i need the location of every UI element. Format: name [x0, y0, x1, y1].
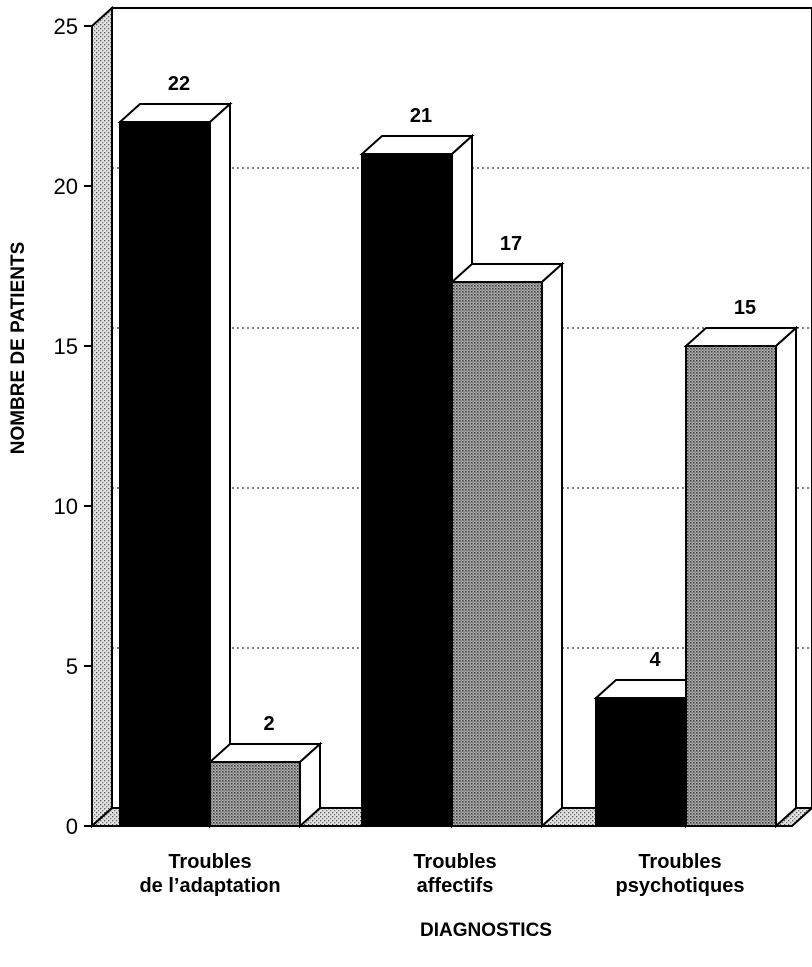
bar-side: [541, 261, 563, 829]
bar-front: [119, 121, 211, 827]
value-label: 2: [263, 713, 274, 735]
back-wall-frame: [111, 7, 812, 809]
bar: [207, 741, 323, 829]
bar: [449, 261, 565, 829]
bar-side: [209, 101, 231, 829]
bar-front: [209, 761, 301, 827]
bar-side: [775, 325, 797, 829]
value-label: 4: [649, 649, 661, 671]
y-tick-label: 20: [54, 174, 78, 199]
category-label: Troubles de l’adaptation: [139, 851, 280, 897]
bar-front: [595, 697, 687, 827]
bar-side: [299, 741, 321, 829]
value-label: 15: [734, 297, 756, 319]
category-label: Troubles psychotiques: [616, 851, 745, 897]
y-tick-label: 15: [54, 334, 78, 359]
y-tick-label: 25: [54, 14, 78, 39]
value-label: 17: [500, 233, 522, 255]
bars: [117, 101, 799, 829]
y-axis-title: NOMBRE DE PATIENTS: [8, 242, 29, 455]
y-tick-label: 5: [66, 654, 78, 679]
category-labels: Troubles de l’adaptation Troubles affectifs…: [139, 851, 744, 897]
x-axis-title: DIAGNOSTICS: [420, 920, 552, 941]
side-wall: [91, 5, 113, 829]
y-tick-label: 0: [66, 814, 78, 839]
y-axis-ticks: 0 5 10 15 20 25: [54, 14, 92, 839]
category-label: Troubles affectifs: [413, 851, 496, 897]
bar: [683, 325, 799, 829]
bar: [117, 101, 233, 829]
bar-front: [685, 345, 777, 827]
bar-front: [451, 281, 543, 827]
bar-front: [361, 153, 453, 827]
value-label: 21: [410, 105, 432, 127]
y-tick-label: 10: [54, 494, 78, 519]
value-label: 22: [168, 73, 190, 95]
